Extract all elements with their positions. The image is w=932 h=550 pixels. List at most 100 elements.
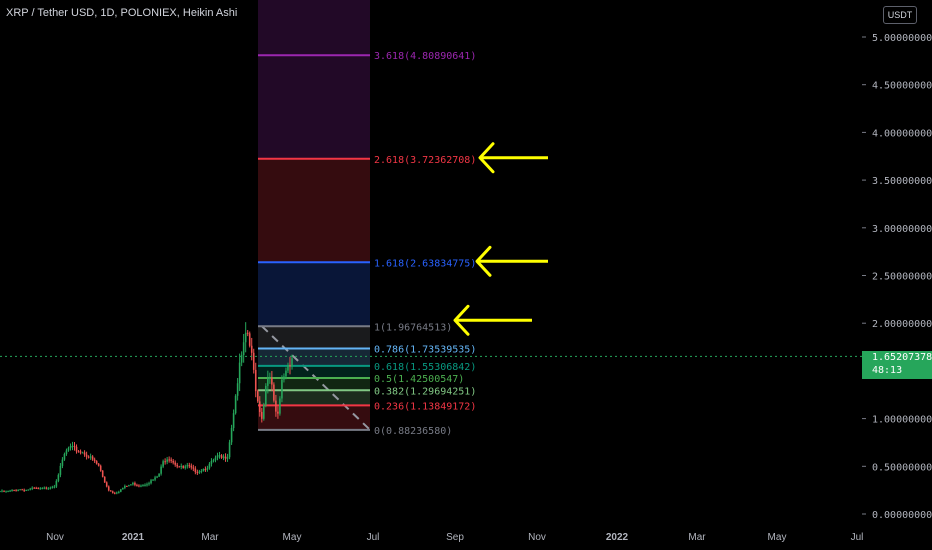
candle-body xyxy=(186,465,189,467)
candle-body xyxy=(146,484,148,486)
candle-body xyxy=(152,479,154,481)
candle-body xyxy=(118,491,120,493)
candle-body xyxy=(3,490,5,492)
candle-body xyxy=(29,488,32,490)
candle-body xyxy=(283,376,285,380)
candle-body xyxy=(260,411,263,419)
candle-body xyxy=(17,489,19,491)
yellow-arrow-icon xyxy=(453,304,532,336)
candle-body xyxy=(142,485,144,487)
candle-body xyxy=(126,485,128,487)
fib-zone xyxy=(258,158,370,263)
y-tick-label: 2.00000000 xyxy=(872,319,932,330)
candle-body xyxy=(81,452,84,454)
candle-body xyxy=(97,463,100,466)
fib-level-lines xyxy=(258,54,370,431)
price-axis[interactable] xyxy=(862,0,932,550)
x-tick-label: May xyxy=(283,532,302,543)
candle-body xyxy=(194,468,197,473)
candle-body xyxy=(69,446,72,448)
candle-body xyxy=(85,454,88,457)
candle-body xyxy=(43,487,46,489)
candle-body xyxy=(285,370,287,377)
candle-body xyxy=(91,456,94,460)
candle-body xyxy=(232,413,235,429)
candle-body xyxy=(57,474,60,481)
candle-body xyxy=(164,461,166,463)
candle-body xyxy=(206,468,209,470)
fib-level-label: 0.5(1.42500547) xyxy=(374,374,464,385)
candle-body xyxy=(116,492,118,494)
candle-body xyxy=(267,378,269,386)
candle-body xyxy=(162,461,164,467)
fib-level-label: 1(1.96764513) xyxy=(374,322,452,333)
candle-body xyxy=(63,454,66,460)
currency-button[interactable]: USDT xyxy=(883,6,917,24)
candle-body xyxy=(144,484,146,486)
candle-body xyxy=(41,488,44,490)
candle-body xyxy=(166,459,168,462)
candle-body xyxy=(254,369,257,392)
candle-body xyxy=(242,342,245,356)
candle-body xyxy=(200,471,203,473)
fib-level-label: 0.236(1.13849172) xyxy=(374,401,476,412)
bar-countdown: 48:13 xyxy=(872,365,903,376)
candle-body xyxy=(39,488,42,490)
x-tick-label: Nov xyxy=(46,532,64,543)
fib-level-label: 2.618(3.72362708) xyxy=(374,155,476,166)
candle-body xyxy=(222,456,225,458)
candle-body xyxy=(275,400,277,412)
candle-body xyxy=(19,489,21,491)
candle-body xyxy=(45,487,48,489)
candle-body xyxy=(202,469,205,472)
fib-zone-top xyxy=(258,0,370,56)
candle-body xyxy=(136,484,138,486)
candle-body xyxy=(73,445,76,447)
candle-body xyxy=(265,385,267,405)
candle-body xyxy=(138,485,140,487)
x-tick-label: Jul xyxy=(851,532,864,543)
candle-body xyxy=(218,455,221,457)
y-tick-label: 4.00000000 xyxy=(872,128,932,139)
fib-level-label: 0(0.88236580) xyxy=(374,426,452,437)
annotation-arrows xyxy=(453,142,548,336)
candle-body xyxy=(103,476,106,483)
x-tick-label: 2021 xyxy=(122,532,145,543)
fib-zones xyxy=(258,0,370,430)
y-tick-label: 0.00000000 xyxy=(872,510,932,521)
candle-body xyxy=(172,460,174,463)
x-tick-label: Sep xyxy=(446,532,464,543)
fib-level-label: 1.618(2.63834775) xyxy=(374,258,476,269)
candle-body xyxy=(7,491,9,493)
candle-body xyxy=(291,358,293,367)
candle-body xyxy=(15,490,17,492)
x-axis-labels: Nov 2021 Mar May Jul Sep Nov 2022 Mar May Jul xyxy=(46,532,863,543)
x-tick-label: Mar xyxy=(201,532,219,543)
candle-body xyxy=(140,485,142,487)
candle-body xyxy=(240,355,243,363)
candle-body xyxy=(158,473,160,477)
fib-zone xyxy=(258,378,370,391)
fib-level-label: 3.618(4.80890641) xyxy=(374,51,476,62)
candle-body xyxy=(273,384,275,401)
candle-body xyxy=(89,456,92,458)
candle-body xyxy=(107,486,110,491)
candle-body xyxy=(238,362,241,384)
candle-body xyxy=(287,365,289,371)
candle-body xyxy=(281,379,283,399)
candle-body xyxy=(263,404,265,419)
fib-zone xyxy=(258,405,370,430)
last-price-value: 1.65207378 xyxy=(872,352,932,363)
candle-body xyxy=(55,480,58,487)
candle-body xyxy=(252,352,255,370)
x-tick-label: May xyxy=(768,532,787,543)
y-tick-label: 2.50000000 xyxy=(872,272,932,283)
fib-zone xyxy=(258,326,370,349)
candle-body xyxy=(109,490,112,492)
candle-body xyxy=(188,465,191,467)
candle-body xyxy=(214,457,217,461)
fib-level-label: 0.382(1.29694251) xyxy=(374,386,476,397)
candle-body xyxy=(113,492,116,494)
time-axis[interactable] xyxy=(0,524,862,550)
